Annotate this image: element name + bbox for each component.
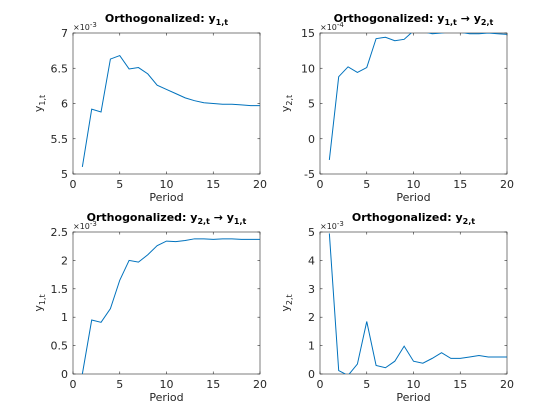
text-run: y bbox=[32, 305, 45, 312]
x-tick-label: 5 bbox=[116, 378, 123, 391]
x-axis-label: Period bbox=[396, 391, 430, 404]
y-exponent-label: ×10-3 bbox=[73, 220, 97, 231]
x-tick-label: 20 bbox=[253, 178, 267, 191]
y-tick-label: 2 bbox=[61, 254, 68, 267]
x-tick-label: 20 bbox=[500, 178, 514, 191]
y-tick-label: 5 bbox=[308, 226, 315, 239]
y-tick-label: 7 bbox=[61, 27, 68, 40]
subscript-text: 2,t bbox=[197, 217, 210, 226]
y-tick-label: 15 bbox=[301, 27, 315, 40]
exponent-base: ×10 bbox=[73, 23, 90, 32]
subplot-title: Orthogonalized: y1,t → y2,t bbox=[334, 12, 494, 27]
x-tick-label: 15 bbox=[453, 178, 467, 191]
exponent-power: -3 bbox=[90, 220, 97, 228]
text-run: y bbox=[32, 105, 45, 112]
exponent-power: -3 bbox=[90, 21, 97, 29]
subscript-text: 1,t bbox=[444, 18, 457, 27]
y-tick-label: 6 bbox=[61, 98, 68, 111]
text-run: Orthogonalized: y bbox=[105, 12, 216, 25]
y-exponent-label: ×10-3 bbox=[73, 21, 97, 32]
exponent-base: ×10 bbox=[320, 222, 337, 231]
subscript-text: 1,t bbox=[38, 95, 47, 106]
x-axis-label: Period bbox=[149, 391, 183, 404]
exponent-power: -4 bbox=[337, 21, 345, 29]
x-axis-label: Period bbox=[396, 191, 430, 204]
subscript-text: 2,t bbox=[463, 217, 476, 226]
y-tick-label: 1 bbox=[61, 311, 68, 324]
y-tick-label: 0.5 bbox=[51, 340, 69, 353]
subplot-title: Orthogonalized: y2,t bbox=[352, 211, 475, 226]
y-tick-label: 4 bbox=[308, 254, 315, 267]
subscript-text: 1,t bbox=[216, 18, 229, 27]
x-axis-label: Period bbox=[149, 191, 183, 204]
y-tick-label: 5 bbox=[61, 168, 68, 181]
x-tick-label: 0 bbox=[70, 378, 77, 391]
y-tick-label: 3 bbox=[308, 283, 315, 296]
y-tick-label: 6.5 bbox=[51, 62, 69, 75]
text-run: y bbox=[279, 105, 292, 112]
subplot-title: Orthogonalized: y2,t → y1,t bbox=[87, 211, 247, 226]
plot-area bbox=[72, 32, 261, 175]
y-tick-label: 0 bbox=[308, 368, 315, 381]
y-axis-label: y1,t bbox=[32, 294, 47, 311]
text-run: Orthogonalized: y bbox=[334, 12, 445, 25]
x-tick-label: 5 bbox=[363, 178, 370, 191]
x-tick-label: 15 bbox=[453, 378, 467, 391]
subscript-text: 2,t bbox=[481, 18, 494, 27]
y-tick-label: 1.5 bbox=[51, 283, 69, 296]
text-run: → y bbox=[210, 211, 234, 224]
y-axis-label: y1,t bbox=[32, 95, 47, 112]
y-tick-label: 1 bbox=[308, 340, 315, 353]
y-tick-label: 0 bbox=[61, 368, 68, 381]
x-tick-label: 0 bbox=[70, 178, 77, 191]
subscript-text: 2,t bbox=[285, 95, 294, 106]
x-tick-label: 0 bbox=[317, 378, 324, 391]
y-tick-label: -5 bbox=[304, 168, 315, 181]
x-tick-label: 5 bbox=[363, 378, 370, 391]
x-tick-label: 10 bbox=[160, 378, 174, 391]
text-run: Orthogonalized: y bbox=[87, 211, 198, 224]
impulse-response-line bbox=[81, 54, 260, 168]
text-run: y bbox=[279, 305, 292, 312]
x-tick-label: 20 bbox=[253, 378, 267, 391]
text-run: → y bbox=[457, 12, 481, 25]
subscript-text: 1,t bbox=[234, 217, 247, 226]
impulse-response-line bbox=[328, 33, 507, 160]
plot-area bbox=[72, 231, 261, 375]
impulse-response-line bbox=[81, 238, 260, 374]
x-tick-label: 20 bbox=[500, 378, 514, 391]
x-tick-label: 15 bbox=[206, 178, 220, 191]
x-tick-label: 10 bbox=[407, 378, 421, 391]
x-tick-label: 15 bbox=[206, 378, 220, 391]
exponent-base: ×10 bbox=[73, 222, 90, 231]
plot-area bbox=[319, 32, 508, 175]
impulse-response-line bbox=[328, 233, 507, 374]
y-tick-label: 2.5 bbox=[51, 226, 69, 239]
subplot-title: Orthogonalized: y1,t bbox=[105, 12, 228, 27]
x-tick-label: 5 bbox=[116, 178, 123, 191]
plot-area bbox=[319, 231, 508, 375]
x-tick-label: 10 bbox=[407, 178, 421, 191]
y-tick-label: 10 bbox=[301, 62, 315, 75]
y-exponent-label: ×10-4 bbox=[320, 21, 344, 32]
subscript-text: 2,t bbox=[285, 294, 294, 305]
exponent-base: ×10 bbox=[320, 23, 337, 32]
subplot-y1-response-to-y2: 0 5 10 15 20 0 0.5 1 1.5 2 2.5 ×10-3Orthogonalized:… bbox=[32, 211, 267, 404]
y-exponent-label: ×10-3 bbox=[320, 220, 344, 231]
y-tick-label: 0 bbox=[308, 133, 315, 146]
x-tick-label: 0 bbox=[317, 178, 324, 191]
exponent-power: -3 bbox=[337, 220, 344, 228]
y-axis-label: y2,t bbox=[279, 294, 294, 311]
x-tick-label: 10 bbox=[160, 178, 174, 191]
y-tick-label: 2 bbox=[308, 311, 315, 324]
text-run: Orthogonalized: y bbox=[352, 211, 463, 224]
y-tick-label: 5.5 bbox=[51, 133, 69, 146]
y-axis-label: y2,t bbox=[279, 95, 294, 112]
subscript-text: 1,t bbox=[38, 294, 47, 305]
y-tick-label: 5 bbox=[308, 98, 315, 111]
